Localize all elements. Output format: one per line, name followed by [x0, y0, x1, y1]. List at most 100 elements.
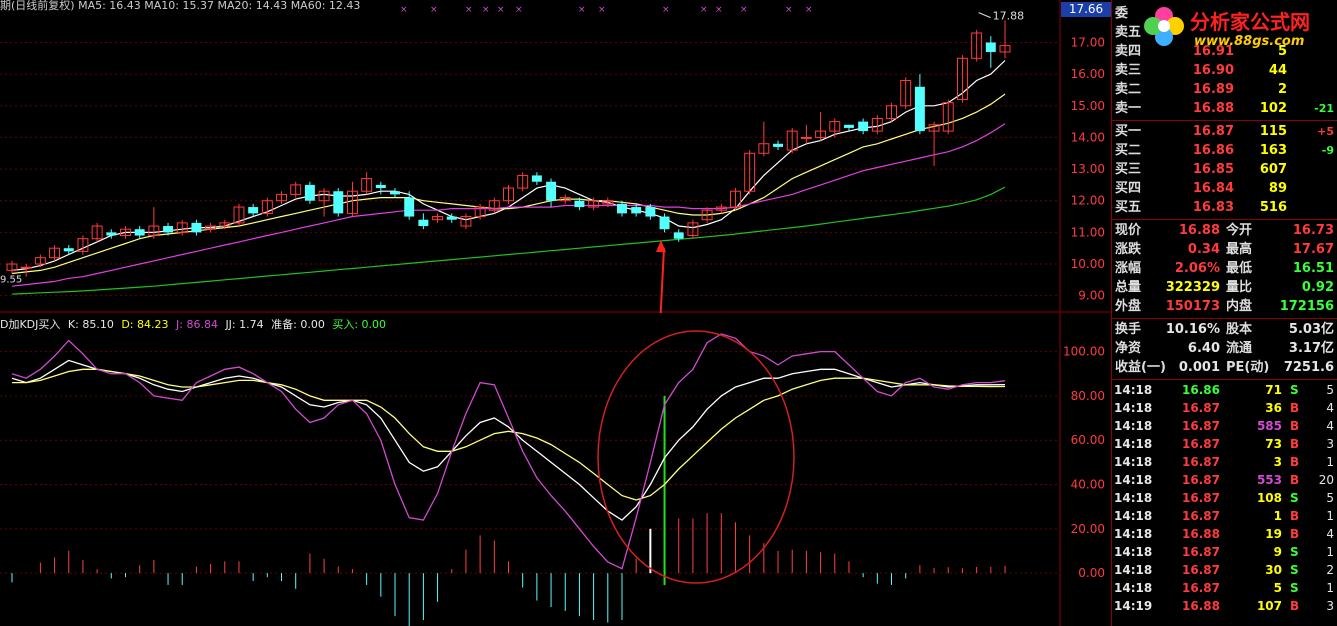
tick-price: 16.88 [1182, 599, 1220, 613]
candle-body [503, 187, 514, 202]
low-marker-label: 9.55 [0, 274, 22, 285]
tick-time: 14:18 [1114, 419, 1153, 433]
price-chart[interactable]: 17.00 16.00 15.00 14.00 13.00 12.00 11.00 10.00… [0, 0, 1111, 313]
candle-body [588, 200, 600, 208]
candle-body [985, 42, 996, 52]
current-price-tag: 17.66 [1061, 2, 1111, 17]
bid-row: 买五 16.83 516 [1112, 198, 1337, 217]
stat-value-right: 16.51 [1292, 261, 1334, 276]
logo-url: www.88gs.com [1194, 34, 1305, 49]
site-logo: 分析家公式网 www.88gs.com [1140, 2, 1337, 54]
kdj-line-k [11, 359, 1006, 521]
trade-tick-row: 14:18 16.87 5 S 1 [1112, 579, 1337, 597]
order-book-divider [1112, 120, 1337, 121]
tick-price: 16.87 [1182, 581, 1220, 595]
candle-body [375, 184, 386, 189]
logo-title: 分析家公式网 [1190, 10, 1310, 34]
stat-label-left: 涨跌 [1115, 242, 1142, 257]
tick-count: 5 [1326, 491, 1334, 505]
trade-tick-row: 14:18 16.87 36 B 4 [1112, 399, 1337, 417]
ask-change: -21 [1314, 102, 1334, 115]
candle-body [687, 222, 699, 237]
candle-body [645, 207, 656, 217]
kdj-indicator-chart[interactable]: 100.00 80.00 60.00 40.00 20.00 0.00 [0, 313, 1111, 626]
ask-volume: 2 [1277, 82, 1287, 97]
stat-label-right: 内盘 [1226, 299, 1253, 314]
candle-body [942, 102, 954, 132]
fin-value-right: 3.17亿 [1288, 341, 1334, 356]
high-marker-line [978, 12, 991, 19]
fin-value-left: 6.40 [1187, 341, 1220, 356]
stat-label-left: 外盘 [1115, 299, 1142, 314]
tick-volume: 5 [1273, 581, 1282, 595]
candle-body [106, 232, 117, 236]
bid-change: +5 [1317, 125, 1334, 138]
ask-volume: 44 [1268, 63, 1287, 78]
fin-row: 收益(一) 0.001 PE(动) 7251.6 [1112, 358, 1337, 377]
candle-body [120, 228, 131, 237]
kdj-line-j [11, 333, 1006, 570]
stat-value-left: 0.34 [1187, 242, 1220, 257]
candle-body [248, 207, 259, 214]
bid-price: 16.86 [1192, 143, 1234, 158]
candle-body [730, 190, 741, 208]
trade-tick-row: 14:18 16.87 108 S 5 [1112, 489, 1337, 507]
price-tick-label: 16.00 [1071, 67, 1105, 81]
bid-row: 买四 16.84 89 [1112, 179, 1337, 198]
tick-count: 4 [1326, 419, 1334, 433]
tick-time: 14:18 [1114, 473, 1153, 487]
bid-volume: 89 [1268, 181, 1287, 196]
stat-label-right: 最高 [1226, 242, 1253, 257]
d-value: D: 84.23 [121, 318, 169, 331]
fin-value-left: 0.001 [1178, 360, 1220, 375]
kdj-tick-label: 60.00 [1071, 433, 1105, 447]
candle-body [290, 184, 302, 195]
fin-value-right: 7251.6 [1283, 360, 1334, 375]
bid-row: 买一 16.87 115 +5 [1112, 122, 1337, 141]
ask-label: 卖二 [1115, 82, 1142, 97]
bid-price: 16.85 [1192, 162, 1234, 177]
stat-value-left: 2.06% [1174, 261, 1220, 276]
price-tick-label: 17.00 [1071, 35, 1105, 49]
ask-row: 卖五 [1112, 23, 1337, 42]
tick-count: 1 [1326, 581, 1334, 595]
candle-body [346, 190, 358, 214]
fin-row: 净资 6.40 流通 3.17亿 [1112, 339, 1337, 358]
candle-body [474, 206, 486, 218]
tick-volume: 585 [1256, 419, 1282, 433]
tick-volume: 19 [1265, 527, 1282, 541]
candle-body [858, 121, 869, 132]
indicator-legend: D加KDJ买入 K: 85.10 D: 84.23 J: 86.84 JJ: 1… [0, 316, 390, 332]
ma-line-ma5 [11, 60, 1006, 271]
bid-volume: 516 [1259, 200, 1287, 215]
price-tick-label: 15.00 [1071, 99, 1105, 113]
bid-price: 16.87 [1192, 124, 1234, 139]
ask-label: 卖三 [1115, 63, 1142, 78]
bid-label: 买一 [1115, 124, 1142, 139]
fin-label-right: 流通 [1226, 341, 1253, 356]
price-tick-label: 14.00 [1071, 130, 1105, 144]
candle-body [432, 216, 444, 221]
ask-row: 卖四 16.91 5 [1112, 42, 1337, 61]
price-tick-label: 13.00 [1071, 162, 1105, 176]
tick-side: S [1290, 491, 1299, 505]
ask-volume: 5 [1277, 44, 1287, 59]
j-value: J: 86.84 [176, 318, 218, 331]
price-tick-label: 12.00 [1071, 194, 1105, 208]
ask-label: 卖四 [1115, 44, 1142, 59]
stat-value-right: 0.92 [1301, 280, 1334, 295]
candle-body [219, 222, 231, 227]
candle-body [744, 152, 756, 192]
bid-row: 买三 16.85 607 [1112, 160, 1337, 179]
tick-count: 2 [1326, 563, 1334, 577]
candle-body [333, 191, 344, 214]
stat-row: 现价 16.88 今开 16.73 [1112, 221, 1337, 240]
tick-side: B [1290, 473, 1300, 487]
candle-body [276, 193, 287, 202]
jj-value: JJ: 1.74 [225, 318, 264, 331]
ask-price: 16.89 [1192, 82, 1234, 97]
kdj-tick-label: 20.00 [1071, 522, 1105, 536]
trade-tick-row: 14:18 16.87 30 S 2 [1112, 561, 1337, 579]
price-tick-label: 9.00 [1078, 289, 1105, 303]
bid-label: 买二 [1115, 143, 1142, 158]
